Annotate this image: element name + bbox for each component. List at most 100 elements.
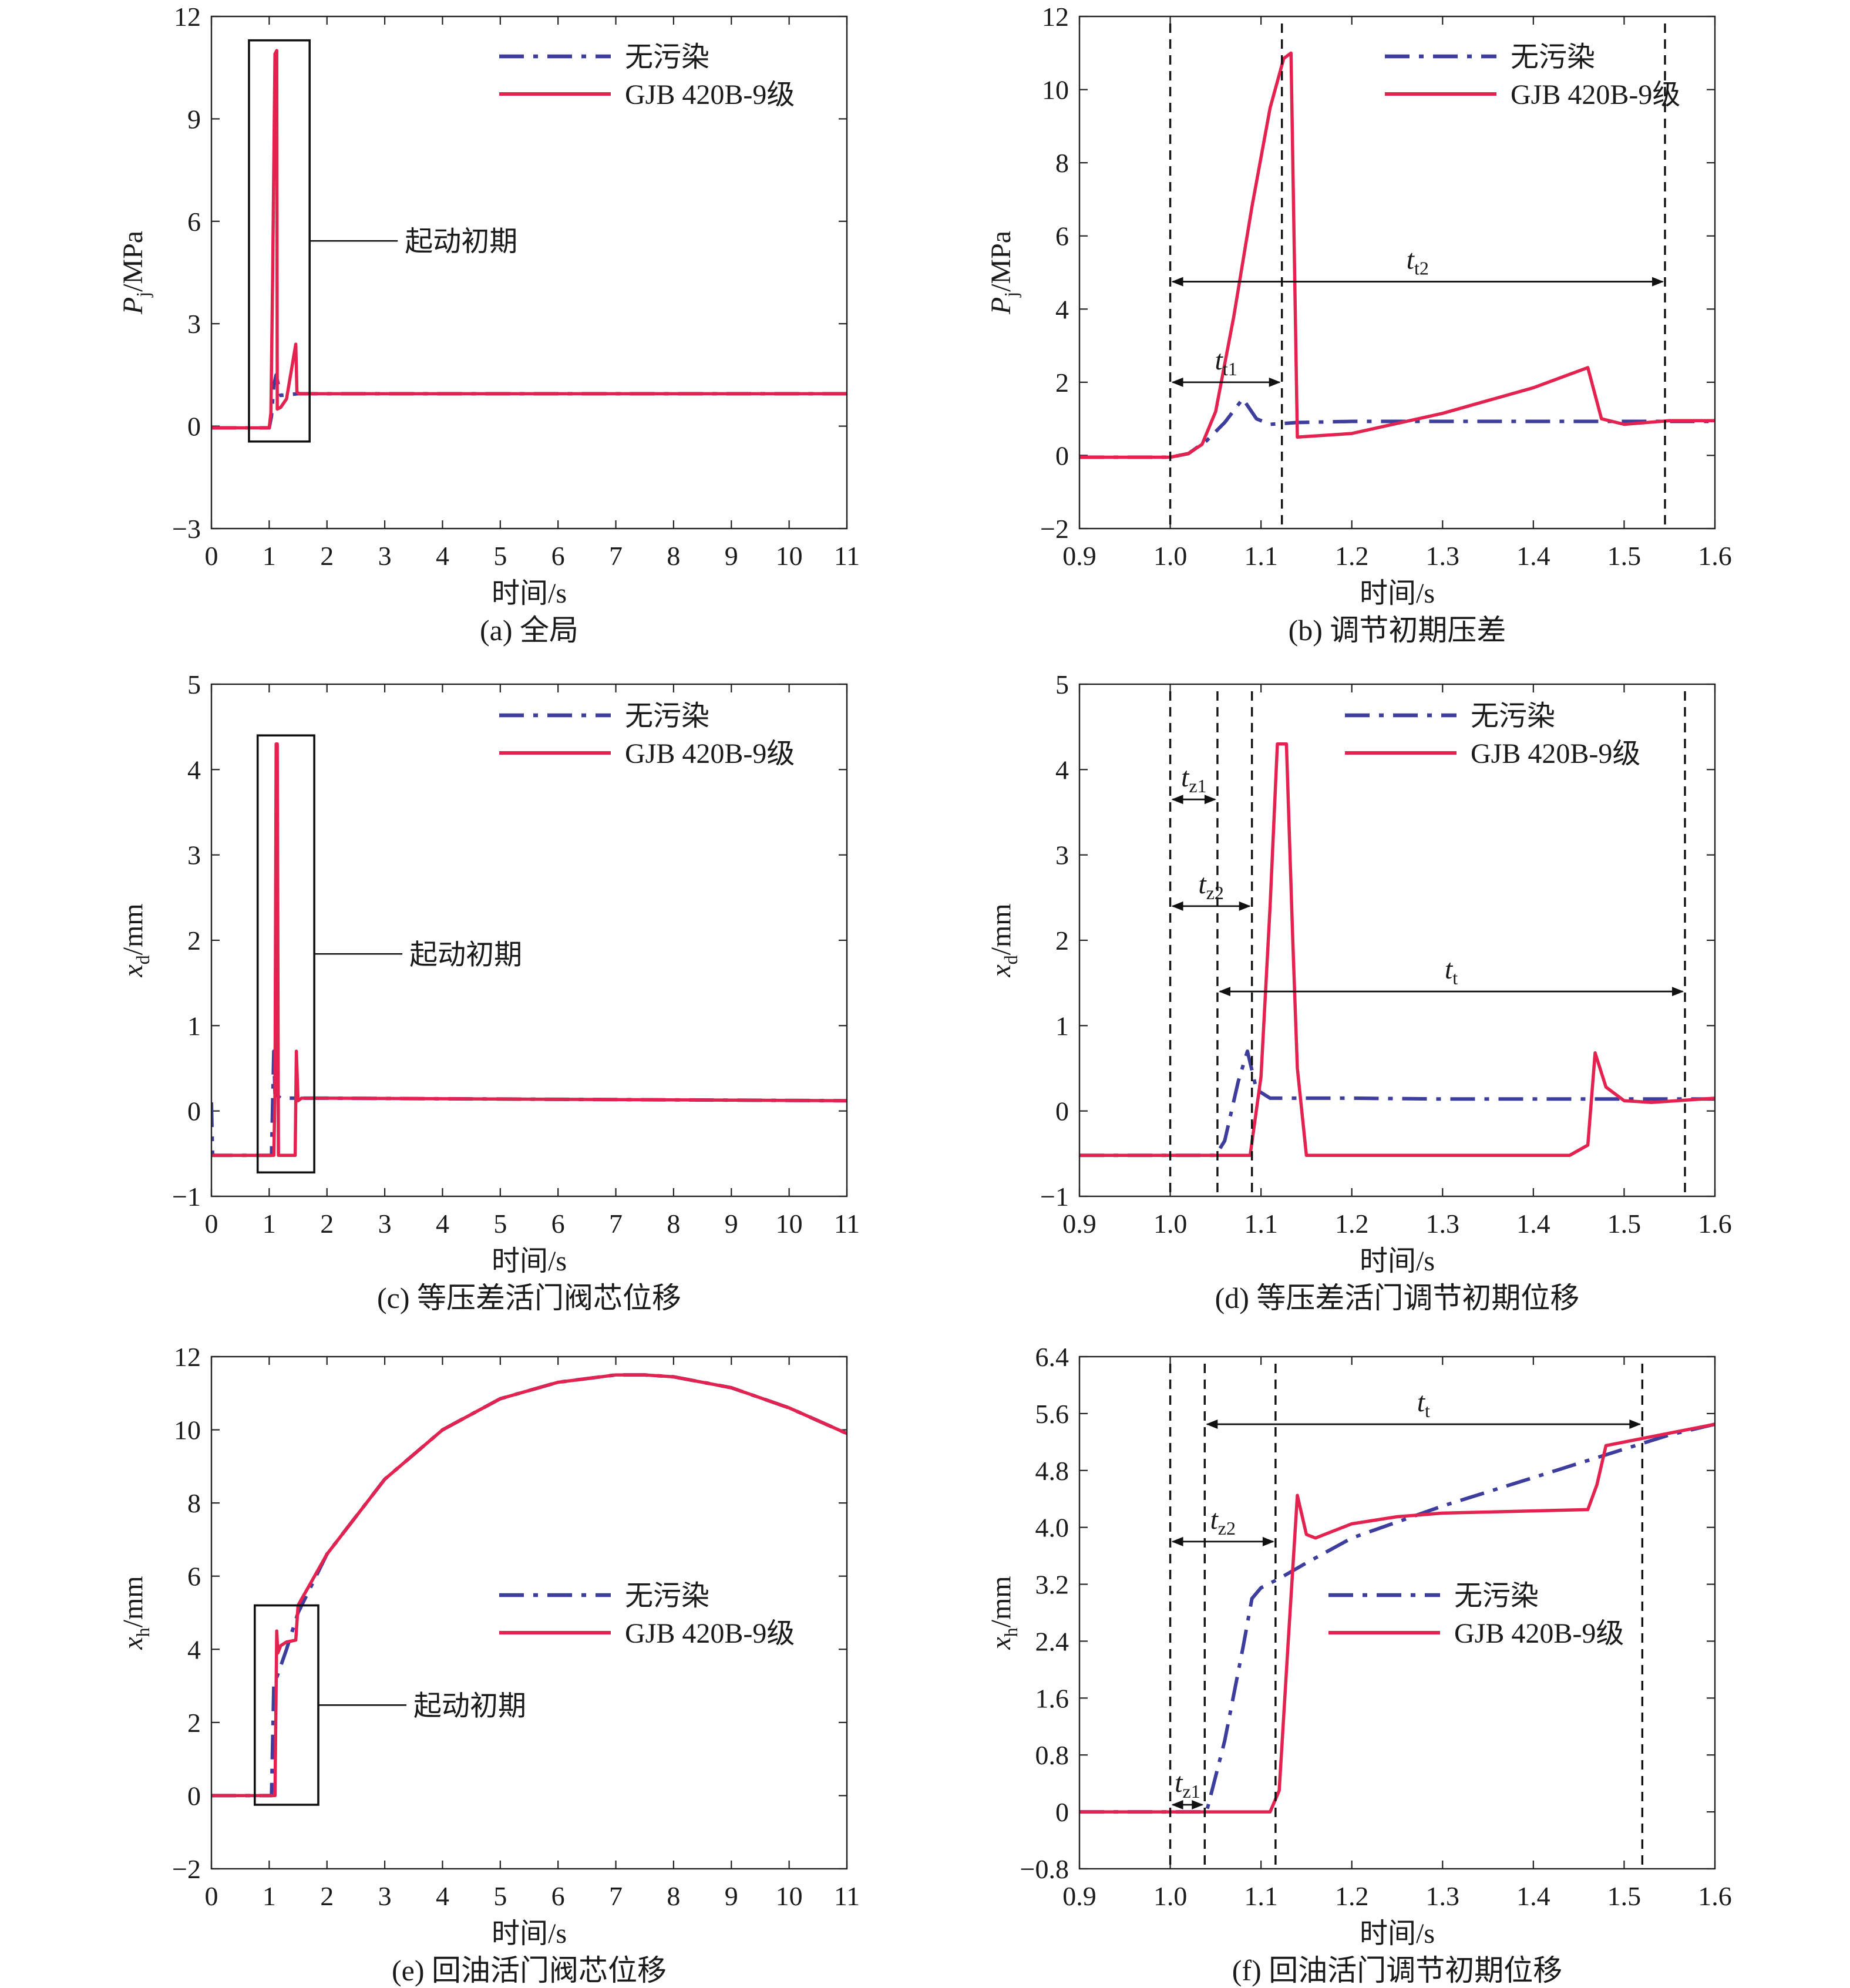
x-axis-label: 时间/s <box>1360 1918 1435 1949</box>
x-tick-label: 10 <box>776 1881 803 1911</box>
x-tick-label: 1.5 <box>1607 1209 1642 1239</box>
box-label: 起动初期 <box>409 939 522 970</box>
y-tick-label: −2 <box>1040 514 1069 544</box>
x-tick-label: 5 <box>493 1881 507 1911</box>
y-tick-label: −1 <box>172 1182 201 1212</box>
plot-frame <box>1078 15 1716 530</box>
span-label: tz2 <box>1210 1504 1236 1539</box>
x-tick-label: 1.6 <box>1698 1209 1732 1239</box>
plot-frame <box>210 683 848 1197</box>
panel-caption: (c) 等压差活门阀芯位移 <box>377 1281 681 1314</box>
x-tick-label: 5 <box>493 1209 507 1239</box>
y-axis-label: xh/mm <box>985 1576 1021 1650</box>
x-axis-label: 时间/s <box>492 1918 567 1949</box>
span-label: tt2 <box>1407 244 1429 279</box>
arrow-head <box>1171 277 1183 287</box>
x-tick-label: 1.3 <box>1426 1881 1460 1911</box>
startup-box <box>256 734 315 1174</box>
arrow-head <box>1629 1419 1642 1429</box>
legend-label: GJB 420B-9级 <box>625 1618 795 1649</box>
span-label: tz2 <box>1198 869 1224 903</box>
x-tick-label: 1 <box>263 541 276 571</box>
y-tick-label: 3 <box>187 840 201 870</box>
y-tick-label: 4 <box>1055 755 1069 785</box>
box-label: 起动初期 <box>413 1690 526 1721</box>
legend-label: GJB 420B-9级 <box>625 738 795 769</box>
x-axis-label: 时间/s <box>1360 578 1435 609</box>
y-tick-label: 0 <box>1055 1797 1069 1827</box>
panel-b: 0.9 1.0 1.1 1.2 1.3 1.4 1.5 1.6 −2 0 2 4 6 8 10 12 tt1 tt… <box>985 2 1732 647</box>
y-tick-label: 4.0 <box>1035 1513 1069 1543</box>
x-tick-label: 6 <box>551 541 565 571</box>
y-tick-label: 2 <box>1055 368 1069 398</box>
x-tick-label: 0 <box>205 541 218 571</box>
x-tick-label: 0.9 <box>1062 1881 1096 1911</box>
panel-caption: (f) 回油活门调节初期位移 <box>1232 1954 1562 1987</box>
x-tick-label: 7 <box>609 541 623 571</box>
legend-label: 无污染 <box>1454 1580 1539 1612</box>
y-axis-label: xd/mm <box>117 903 153 977</box>
span-label: tt1 <box>1215 345 1237 379</box>
x-tick-label: 8 <box>667 1209 680 1239</box>
panel-f: 0.9 1.0 1.1 1.2 1.3 1.4 1.5 1.6 −0.8 0 0.8 1.6 2.4 3.… <box>985 1342 1732 1987</box>
y-tick-label: −3 <box>172 514 201 544</box>
y-tick-label: 0.8 <box>1035 1740 1069 1770</box>
y-tick-label: 5 <box>1055 670 1069 699</box>
legend-label: 无污染 <box>625 701 709 732</box>
x-tick-label: 1.5 <box>1607 541 1642 571</box>
x-tick-label: 1 <box>263 1881 276 1911</box>
x-tick-label: 11 <box>834 1881 860 1911</box>
arrow-head <box>1171 1536 1183 1546</box>
arrow-head <box>1671 987 1684 997</box>
y-tick-label: 10 <box>1042 75 1069 105</box>
x-tick-label: 0 <box>205 1209 218 1239</box>
x-axis-label: 时间/s <box>1360 1246 1435 1277</box>
legend-label: 无污染 <box>1511 42 1595 73</box>
panel-caption: (e) 回油活门阀芯位移 <box>392 1954 667 1987</box>
x-tick-label: 3 <box>378 1881 392 1911</box>
x-tick-label: 4 <box>436 1209 449 1239</box>
series-line-clean <box>1079 396 1715 459</box>
series-line-gjb <box>211 1373 847 1798</box>
y-tick-label: 5 <box>187 670 201 699</box>
x-tick-label: 3 <box>378 541 392 571</box>
panel-caption: (a) 全局 <box>480 614 578 647</box>
y-tick-label: 6 <box>187 1562 201 1592</box>
y-tick-label: 2.4 <box>1035 1626 1069 1656</box>
x-tick-label: 4 <box>436 1881 449 1911</box>
series-line-gjb <box>211 49 847 430</box>
arrow-head <box>1239 901 1251 911</box>
x-axis-label: 时间/s <box>492 1246 567 1277</box>
x-tick-label: 6 <box>551 1209 565 1239</box>
span-label: tt <box>1417 1387 1430 1421</box>
legend-label: GJB 420B-9级 <box>625 79 795 110</box>
x-tick-label: 1.0 <box>1153 1209 1188 1239</box>
panel-caption: (d) 等压差活门调节初期位移 <box>1215 1281 1580 1314</box>
x-tick-label: 10 <box>776 541 803 571</box>
plot-frame <box>1078 1355 1716 1870</box>
x-tick-label: 7 <box>609 1209 623 1239</box>
panel-d: 0.9 1.0 1.1 1.2 1.3 1.4 1.5 1.6 −1 0 1 2 3 4 5 tz1 tz2 tt… <box>985 670 1732 1314</box>
startup-box <box>253 1604 319 1806</box>
x-tick-label: 1.1 <box>1244 1881 1278 1911</box>
arrow-head <box>1218 987 1230 997</box>
y-axis-label: xd/mm <box>985 903 1021 977</box>
plot-frame <box>210 15 848 530</box>
series-line-clean <box>211 1373 847 1798</box>
x-tick-label: 1.4 <box>1516 1209 1550 1239</box>
y-tick-label: 4.8 <box>1035 1456 1069 1486</box>
x-tick-label: 2 <box>320 541 334 571</box>
series-line-clean <box>211 1049 847 1158</box>
arrow-head <box>1651 277 1664 287</box>
arrow-head <box>1204 795 1216 805</box>
y-tick-label: 6.4 <box>1035 1342 1069 1372</box>
x-tick-label: 11 <box>834 541 860 571</box>
x-tick-label: 1.4 <box>1516 541 1550 571</box>
y-tick-label: 4 <box>1055 294 1069 324</box>
y-tick-label: 6 <box>1055 221 1069 251</box>
x-tick-label: 1.4 <box>1516 1881 1550 1911</box>
x-tick-label: 5 <box>493 541 507 571</box>
y-tick-label: 8 <box>187 1488 201 1518</box>
y-tick-label: 3 <box>187 309 201 339</box>
